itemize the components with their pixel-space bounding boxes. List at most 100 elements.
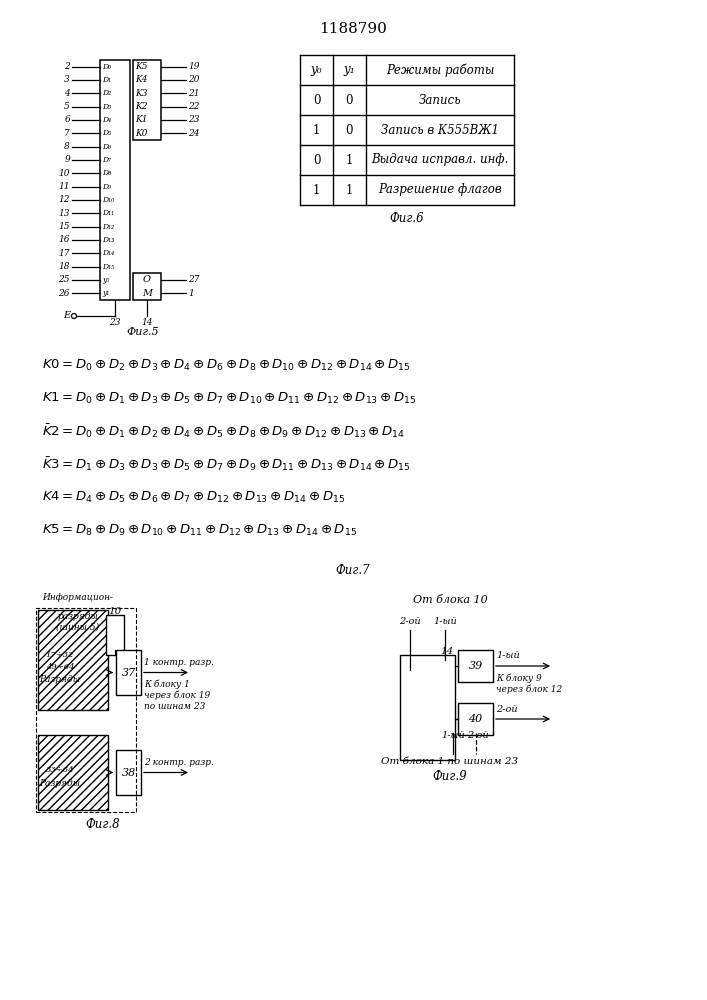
Text: 25: 25 bbox=[59, 275, 70, 284]
Text: Фиг.8: Фиг.8 bbox=[86, 818, 120, 832]
Text: D₁₃: D₁₃ bbox=[102, 236, 114, 244]
Text: 23: 23 bbox=[110, 318, 121, 327]
Text: 33÷64: 33÷64 bbox=[46, 766, 74, 774]
Text: 22: 22 bbox=[188, 102, 199, 111]
Text: 5: 5 bbox=[64, 102, 70, 111]
Text: Информацион-: Информацион- bbox=[42, 593, 114, 602]
Text: 14: 14 bbox=[141, 318, 153, 327]
Text: D₁: D₁ bbox=[102, 76, 111, 84]
Text: 7: 7 bbox=[64, 129, 70, 138]
Text: 3: 3 bbox=[64, 76, 70, 85]
Text: D₃: D₃ bbox=[102, 103, 111, 111]
Text: D₁₀: D₁₀ bbox=[102, 196, 114, 204]
Text: 1188790: 1188790 bbox=[319, 22, 387, 36]
Text: 21: 21 bbox=[188, 89, 199, 98]
Text: 2-ой: 2-ой bbox=[467, 730, 489, 740]
Text: D₆: D₆ bbox=[102, 143, 111, 151]
Text: 0: 0 bbox=[312, 94, 320, 106]
Text: 1: 1 bbox=[188, 289, 194, 298]
Text: 14: 14 bbox=[440, 647, 454, 656]
Text: 18: 18 bbox=[59, 262, 70, 271]
Text: D₉: D₉ bbox=[102, 183, 111, 191]
Text: От блока 10: От блока 10 bbox=[413, 595, 487, 605]
Bar bbox=[100, 60, 130, 300]
Text: От блока 1 по шинам 23: От блока 1 по шинам 23 bbox=[382, 758, 518, 766]
Text: 15: 15 bbox=[59, 222, 70, 231]
Text: через блок 19: через блок 19 bbox=[144, 691, 210, 700]
Text: 20: 20 bbox=[188, 76, 199, 85]
Text: 2: 2 bbox=[64, 62, 70, 71]
Text: K5: K5 bbox=[135, 62, 148, 71]
Text: D₂: D₂ bbox=[102, 89, 111, 97]
Text: Разряды: Разряды bbox=[40, 676, 81, 684]
Text: y₀: y₀ bbox=[102, 276, 110, 284]
Text: 26: 26 bbox=[59, 289, 70, 298]
Text: 27: 27 bbox=[188, 275, 199, 284]
Text: $K0 = D_0 \oplus D_2 \oplus D_3 \oplus D_4 \oplus D_6 \oplus D_8 \oplus D_{10} \: $K0 = D_0 \oplus D_2 \oplus D_3 \oplus D… bbox=[42, 357, 411, 373]
Text: M: M bbox=[142, 289, 152, 298]
Text: К блоку 1: К блоку 1 bbox=[144, 680, 189, 689]
Text: 12: 12 bbox=[59, 196, 70, 205]
Text: E: E bbox=[63, 312, 70, 320]
Text: 1: 1 bbox=[312, 184, 320, 196]
Text: y₁: y₁ bbox=[102, 289, 110, 297]
Bar bbox=[38, 735, 108, 810]
Text: $K5 = D_8 \oplus D_9 \oplus D_{10} \oplus D_{11} \oplus D_{12} \oplus D_{13} \op: $K5 = D_8 \oplus D_9 \oplus D_{10} \oplu… bbox=[42, 522, 357, 538]
Text: 0: 0 bbox=[346, 123, 354, 136]
Text: 1-ый: 1-ый bbox=[433, 617, 457, 626]
Text: разряды: разряды bbox=[57, 612, 98, 621]
Text: 1: 1 bbox=[346, 184, 354, 196]
Text: Фиг.5: Фиг.5 bbox=[127, 327, 159, 337]
Text: 40: 40 bbox=[468, 714, 483, 724]
Text: 24: 24 bbox=[188, 129, 199, 138]
Text: Разрешение флагов: Разрешение флагов bbox=[378, 184, 502, 196]
Text: 6: 6 bbox=[64, 115, 70, 124]
Text: (шины 5): (шины 5) bbox=[57, 623, 100, 632]
Text: 17÷32: 17÷32 bbox=[46, 651, 74, 659]
Text: 17: 17 bbox=[59, 249, 70, 258]
Text: 2 контр. разр.: 2 контр. разр. bbox=[144, 758, 214, 767]
Text: D₁₄: D₁₄ bbox=[102, 249, 114, 257]
Text: 49÷64: 49÷64 bbox=[46, 663, 74, 671]
Text: 11: 11 bbox=[59, 182, 70, 191]
Text: через блок 12: через блок 12 bbox=[496, 684, 562, 694]
Text: 38: 38 bbox=[122, 768, 136, 778]
Text: O: O bbox=[143, 275, 151, 284]
Text: 4: 4 bbox=[64, 89, 70, 98]
Bar bbox=[133, 60, 161, 140]
Text: D₅: D₅ bbox=[102, 129, 111, 137]
Bar bbox=[133, 273, 161, 300]
Text: K2: K2 bbox=[135, 102, 148, 111]
Text: 2-ой: 2-ой bbox=[496, 704, 518, 714]
Text: Фиг.6: Фиг.6 bbox=[390, 213, 424, 226]
Text: D₇: D₇ bbox=[102, 156, 111, 164]
Bar bbox=[458, 703, 493, 735]
Text: Режимы работы: Режимы работы bbox=[386, 63, 494, 77]
Text: 13: 13 bbox=[59, 209, 70, 218]
Bar bbox=[116, 750, 141, 795]
Text: 10: 10 bbox=[59, 169, 70, 178]
Text: Фиг.9: Фиг.9 bbox=[433, 770, 467, 784]
Text: по шинам 23: по шинам 23 bbox=[144, 702, 205, 711]
Text: Фиг.7: Фиг.7 bbox=[336, 564, 370, 578]
Text: К блоку 9: К блоку 9 bbox=[496, 673, 542, 683]
Text: D₄: D₄ bbox=[102, 116, 111, 124]
Text: K4: K4 bbox=[135, 76, 148, 85]
Text: Запись: Запись bbox=[419, 94, 461, 106]
Text: 0: 0 bbox=[346, 94, 354, 106]
Bar bbox=[38, 610, 108, 710]
Text: Запись в К555ВЖ1: Запись в К555ВЖ1 bbox=[381, 123, 499, 136]
Text: у₁: у₁ bbox=[344, 64, 356, 77]
Text: K1: K1 bbox=[135, 115, 148, 124]
Text: у₀: у₀ bbox=[310, 64, 322, 77]
Text: 16: 16 bbox=[59, 235, 70, 244]
Text: Выдача исправл. инф.: Выдача исправл. инф. bbox=[371, 153, 509, 166]
Text: 1: 1 bbox=[346, 153, 354, 166]
Text: D₁₅: D₁₅ bbox=[102, 263, 114, 271]
Text: Разряды: Разряды bbox=[40, 778, 81, 788]
Text: $K4 = D_4 \oplus D_5 \oplus D_6 \oplus D_7 \oplus D_{12} \oplus D_{13} \oplus D_: $K4 = D_4 \oplus D_5 \oplus D_6 \oplus D… bbox=[42, 489, 345, 505]
Bar bbox=[458, 650, 493, 682]
Text: 1-ый: 1-ый bbox=[441, 730, 465, 740]
Text: 1-ый: 1-ый bbox=[496, 652, 520, 660]
Text: K3: K3 bbox=[135, 89, 148, 98]
